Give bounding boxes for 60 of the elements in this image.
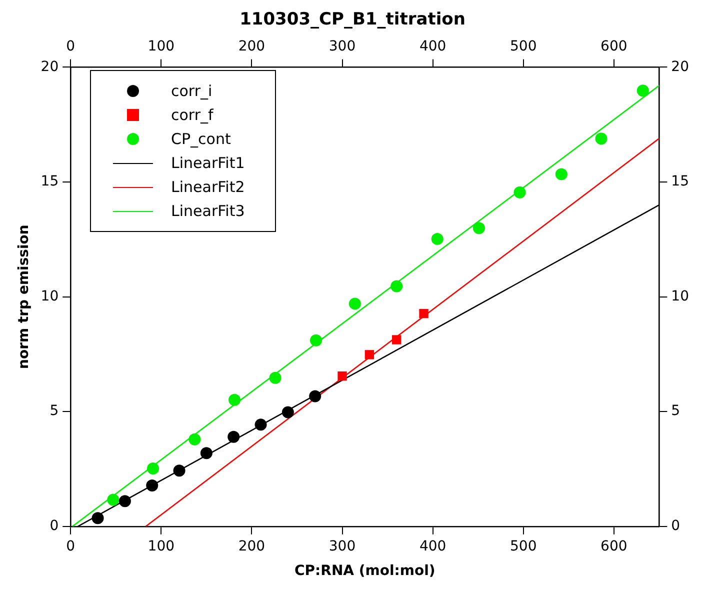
point bbox=[107, 494, 120, 506]
point bbox=[254, 418, 267, 431]
x2-tick-label: 600 bbox=[600, 38, 628, 54]
point bbox=[431, 232, 444, 245]
x-tick-label: 0 bbox=[66, 538, 76, 554]
y2-tick-label: 15 bbox=[671, 174, 690, 190]
x-tick-label: 400 bbox=[419, 538, 446, 554]
point bbox=[555, 168, 568, 180]
x-tick-label: 500 bbox=[510, 538, 537, 554]
point bbox=[390, 280, 403, 292]
point bbox=[309, 390, 322, 402]
point bbox=[118, 495, 131, 508]
point bbox=[146, 480, 158, 492]
x-tick-label: 600 bbox=[600, 538, 628, 554]
point bbox=[92, 512, 104, 524]
y2-tick-label: 5 bbox=[671, 403, 680, 420]
point bbox=[310, 334, 322, 346]
x-tick-label: 100 bbox=[148, 538, 175, 554]
x-tick-label: 300 bbox=[328, 538, 356, 554]
point bbox=[173, 464, 186, 477]
chart-title: 110303_CP_B1_titration bbox=[240, 10, 466, 30]
y-tick-label: 20 bbox=[40, 58, 59, 75]
x2-tick-label: 0 bbox=[66, 38, 76, 54]
point bbox=[472, 222, 485, 234]
point bbox=[200, 447, 212, 460]
point bbox=[228, 430, 240, 443]
y-tick-label: 10 bbox=[40, 288, 59, 304]
point bbox=[338, 371, 347, 381]
y-tick-label: 0 bbox=[50, 518, 59, 534]
y-axis-title: norm trp emission bbox=[16, 224, 32, 369]
y2-tick-label: 20 bbox=[671, 58, 690, 75]
y-tick-label: 15 bbox=[40, 174, 59, 190]
legend-label: LinearFit3 bbox=[171, 202, 245, 220]
point bbox=[228, 394, 241, 406]
point bbox=[419, 308, 428, 318]
legend-label: CP_cont bbox=[171, 130, 231, 148]
point bbox=[269, 372, 282, 384]
point bbox=[364, 350, 374, 360]
x2-tick-label: 500 bbox=[510, 38, 537, 54]
x-tick-label: 200 bbox=[238, 538, 266, 554]
y-tick-label: 5 bbox=[50, 403, 59, 420]
legend-label: LinearFit2 bbox=[171, 178, 245, 196]
x2-tick-label: 400 bbox=[419, 38, 446, 54]
legend-label: LinearFit1 bbox=[171, 154, 245, 172]
point bbox=[514, 186, 526, 198]
y2-tick-label: 0 bbox=[671, 518, 680, 534]
legend-label: corr_f bbox=[171, 106, 214, 124]
x2-tick-label: 100 bbox=[148, 38, 175, 54]
x2-tick-label: 300 bbox=[328, 38, 356, 54]
point bbox=[147, 462, 160, 475]
point bbox=[348, 298, 361, 310]
y2-tick-label: 10 bbox=[671, 288, 690, 304]
point bbox=[282, 406, 294, 418]
point bbox=[636, 84, 649, 97]
x2-tick-label: 200 bbox=[238, 38, 266, 54]
point bbox=[392, 335, 402, 344]
point bbox=[188, 433, 201, 446]
point bbox=[595, 132, 608, 145]
legend-label: corr_i bbox=[171, 82, 212, 100]
x-axis-title: CP:RNA (mol:mol) bbox=[294, 563, 436, 580]
